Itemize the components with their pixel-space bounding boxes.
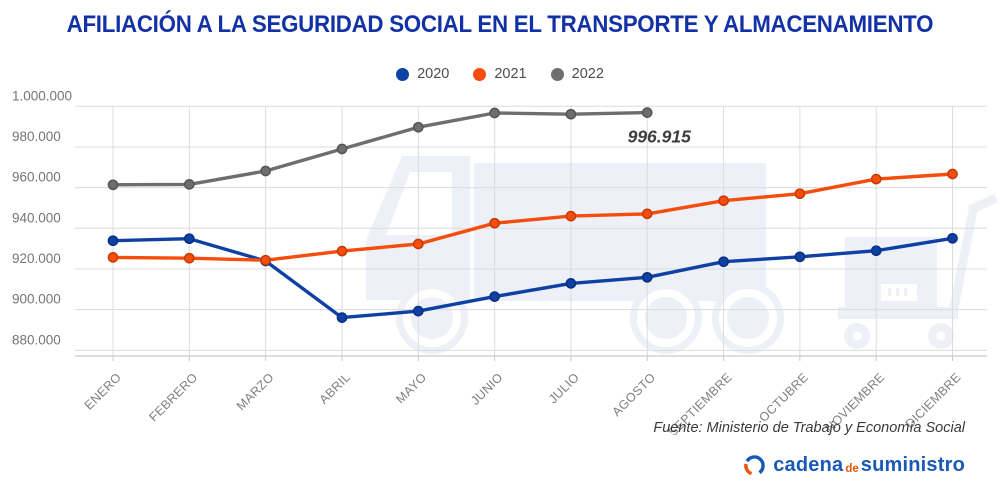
data-point-2022-FEBRERO	[183, 179, 195, 190]
data-point-2021-MAYO	[412, 238, 424, 250]
x-axis-tick-label: OCTUBRE	[756, 370, 811, 425]
data-point-2021-NOVIEMBRE	[870, 173, 882, 185]
chart-legend: 2020 2021 2022	[0, 66, 1000, 82]
data-point-2021-FEBRERO	[183, 252, 195, 264]
page-title-text: AFILIACIÓN A LA SEGURIDAD SOCIAL EN EL T…	[66, 11, 934, 38]
data-point-2020-ABRIL	[336, 312, 348, 323]
truck-wheel-icon	[396, 282, 784, 354]
data-point-2021-ABRIL	[336, 245, 348, 257]
data-point-2022-MAYO	[412, 121, 424, 133]
legend-label: 2022	[571, 66, 604, 82]
data-point-2020-OCTUBRE	[794, 251, 806, 263]
data-point-2021-SEPTIEMBRE	[718, 195, 729, 207]
y-axis-tick-label: 960.000	[12, 170, 61, 185]
data-point-2020-MAYO	[412, 305, 424, 317]
y-axis-tick-label: 920.000	[12, 251, 61, 266]
truck-watermark	[366, 156, 784, 354]
data-point-2022-JUNIO	[489, 107, 500, 119]
data-point-2021-AGOSTO	[641, 208, 653, 220]
data-point-2022-MARZO	[260, 165, 271, 177]
legend-item-2022: 2022	[550, 66, 604, 82]
brand-word-suministro: suministro	[860, 454, 965, 476]
x-axis-tick-label: ENERO	[82, 370, 124, 412]
x-axis-tick-label: JUNIO	[468, 370, 505, 407]
legend-label: 2021	[494, 66, 527, 82]
legend-dot-icon	[473, 67, 487, 81]
data-point-2020-JULIO	[565, 278, 577, 289]
x-axis-tick-label: FEBRERO	[146, 370, 200, 424]
legend-label: 2020	[417, 66, 450, 82]
data-point-2020-SEPTIEMBRE	[718, 256, 729, 268]
y-axis-tick-label: 880.000	[12, 332, 61, 347]
y-axis-tick-label: 1.000.000	[12, 88, 72, 103]
data-point-2020-JUNIO	[489, 291, 500, 302]
x-axis-tick-label: MAYO	[393, 370, 429, 406]
line-chart: 1.000.000 980.000 960.000 940.000 920.000 900…	[12, 88, 998, 435]
page-title: AFILIACIÓN A LA SEGURIDAD SOCIAL EN EL T…	[0, 11, 1000, 39]
legend-dot-icon	[550, 67, 564, 81]
cart-watermark	[838, 193, 998, 349]
x-axis-tick-label: AGOSTO	[610, 370, 659, 419]
series-line-2020	[111, 236, 955, 320]
data-point-2021-ENERO	[107, 252, 119, 263]
data-point-2022-ABRIL	[336, 143, 348, 155]
y-axis-tick-label: 940.000	[12, 210, 61, 225]
series-line-2022	[111, 110, 649, 187]
data-point-2022-ENERO	[107, 179, 119, 191]
x-axis-tick-label: MARZO	[234, 370, 277, 413]
x-axis-tick-label: JULIO	[546, 370, 582, 406]
data-point-2021-JULIO	[565, 210, 577, 222]
y-axis-tick-label: 980.000	[12, 129, 61, 144]
brand-logo[interactable]: cadena de suministro	[743, 454, 965, 477]
legend-item-2020: 2020	[396, 66, 449, 82]
series-line-2021	[111, 172, 955, 262]
brand-word-de: de	[845, 463, 859, 475]
data-point-2021-MARZO	[260, 254, 271, 266]
data-point-2022-JULIO	[565, 108, 577, 120]
data-point-2020-ENERO	[107, 235, 119, 247]
data-point-2020-DICIEMBRE	[947, 232, 958, 244]
legend-dot-icon	[396, 67, 410, 81]
data-point-2021-JUNIO	[489, 217, 500, 229]
circular-arrows-icon	[744, 455, 765, 476]
value-annotation: 996.915	[628, 127, 692, 147]
brand-word-cadena: cadena	[773, 454, 844, 476]
data-point-2022-AGOSTO	[641, 107, 653, 118]
legend-item-2021: 2021	[473, 66, 527, 82]
source-note: Fuente: Ministerio de Trabajo y Economía…	[653, 420, 965, 436]
data-point-2021-OCTUBRE	[794, 188, 806, 200]
x-axis-tick-label: ABRIL	[317, 370, 354, 407]
data-point-2020-NOVIEMBRE	[870, 245, 882, 257]
data-point-2020-AGOSTO	[641, 271, 653, 283]
y-axis-tick-label: 900.000	[12, 292, 61, 307]
data-point-2021-DICIEMBRE	[947, 168, 958, 180]
data-point-2020-FEBRERO	[183, 233, 195, 245]
